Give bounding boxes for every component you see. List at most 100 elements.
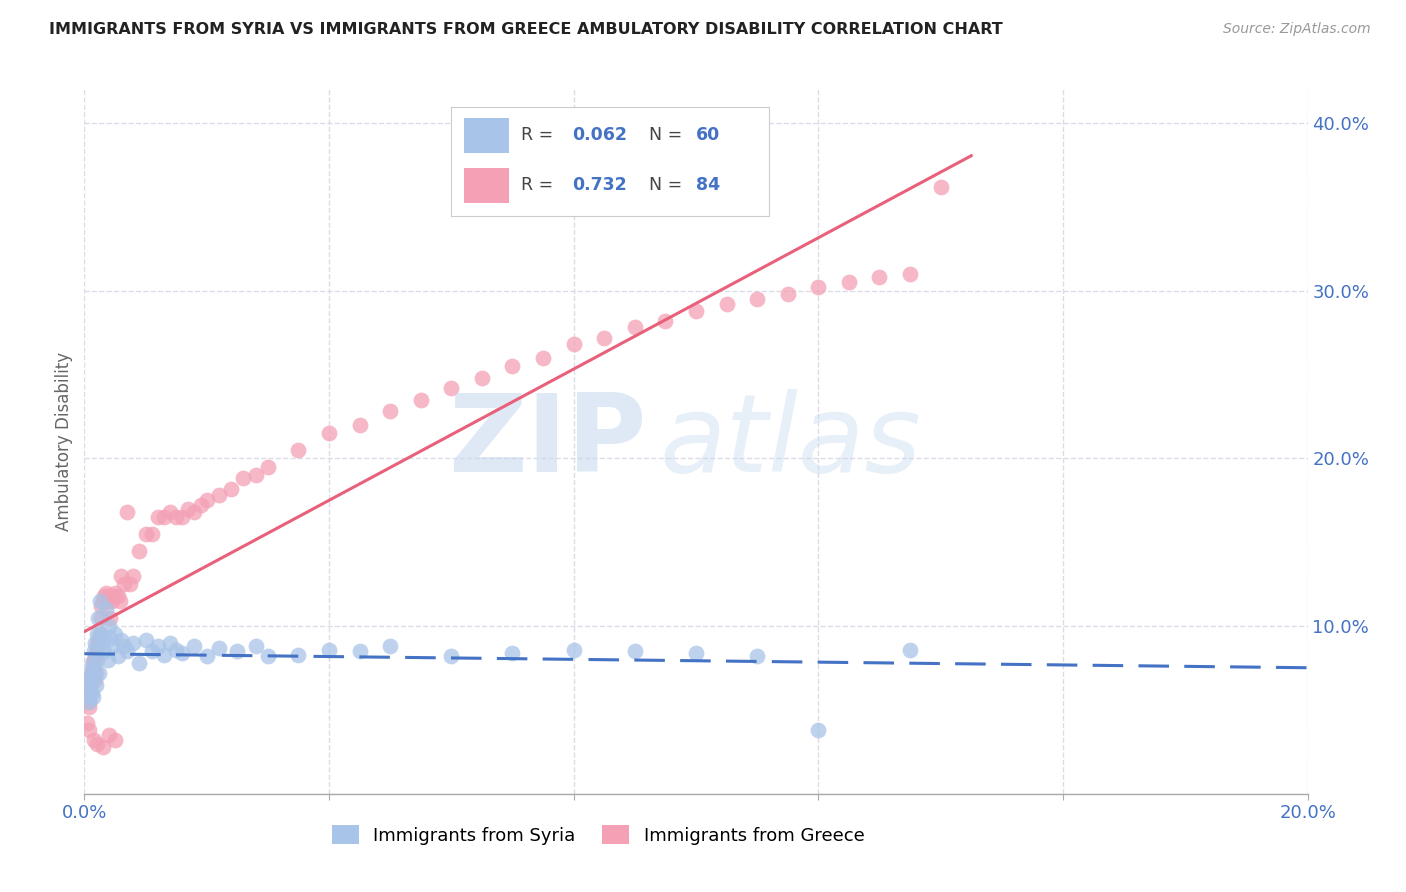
Point bbox=[318, 642, 340, 657]
Point bbox=[153, 510, 176, 524]
Point bbox=[654, 314, 676, 328]
Point bbox=[747, 649, 769, 664]
Point bbox=[183, 505, 205, 519]
Point bbox=[747, 292, 769, 306]
Point bbox=[97, 728, 120, 742]
Point bbox=[79, 686, 101, 700]
Point bbox=[471, 371, 494, 385]
Point bbox=[807, 723, 830, 738]
Point bbox=[122, 636, 145, 650]
Point bbox=[79, 678, 101, 692]
Point bbox=[77, 723, 100, 738]
Point bbox=[83, 649, 105, 664]
Point bbox=[86, 737, 108, 751]
Point bbox=[86, 644, 108, 658]
Point bbox=[531, 351, 554, 365]
Point bbox=[232, 471, 254, 485]
Point bbox=[77, 690, 100, 704]
Point bbox=[82, 661, 104, 675]
Point bbox=[77, 699, 100, 714]
Point bbox=[110, 568, 132, 582]
Point bbox=[98, 631, 121, 645]
Point bbox=[153, 648, 176, 662]
Point bbox=[83, 653, 105, 667]
Point bbox=[562, 642, 585, 657]
Point bbox=[128, 543, 150, 558]
Point bbox=[245, 468, 267, 483]
Point bbox=[87, 639, 110, 653]
Point bbox=[83, 733, 105, 747]
Point bbox=[318, 426, 340, 441]
Point bbox=[502, 646, 524, 660]
Point bbox=[108, 594, 131, 608]
Point bbox=[89, 627, 111, 641]
Point bbox=[82, 690, 104, 704]
Point bbox=[440, 381, 463, 395]
Point bbox=[141, 644, 163, 658]
Point bbox=[135, 526, 157, 541]
Point bbox=[195, 649, 218, 664]
Point bbox=[716, 297, 738, 311]
Point bbox=[93, 589, 115, 603]
Text: atlas: atlas bbox=[659, 389, 921, 494]
Point bbox=[84, 666, 107, 681]
Point bbox=[93, 644, 115, 658]
Point bbox=[219, 482, 242, 496]
Point bbox=[141, 526, 163, 541]
Point bbox=[776, 286, 799, 301]
Point bbox=[685, 646, 707, 660]
Point bbox=[82, 686, 104, 700]
Point bbox=[87, 632, 110, 647]
Point bbox=[87, 636, 110, 650]
Point bbox=[79, 678, 101, 692]
Point bbox=[86, 639, 108, 653]
Point bbox=[165, 510, 187, 524]
Point bbox=[91, 739, 114, 754]
Point bbox=[80, 656, 103, 670]
Point bbox=[77, 682, 100, 697]
Text: Source: ZipAtlas.com: Source: ZipAtlas.com bbox=[1223, 22, 1371, 37]
Point bbox=[94, 602, 117, 616]
Point bbox=[135, 632, 157, 647]
Point bbox=[101, 639, 124, 653]
Point bbox=[245, 639, 267, 653]
Point bbox=[90, 627, 112, 641]
Point bbox=[898, 267, 921, 281]
Point bbox=[165, 642, 187, 657]
Text: ZIP: ZIP bbox=[449, 389, 647, 494]
Point bbox=[97, 619, 120, 633]
Point bbox=[562, 337, 585, 351]
Point bbox=[226, 644, 249, 658]
Point bbox=[177, 501, 200, 516]
Point bbox=[257, 459, 280, 474]
Point bbox=[77, 690, 100, 704]
Point bbox=[380, 639, 402, 653]
Point bbox=[104, 627, 127, 641]
Point bbox=[91, 632, 114, 647]
Point bbox=[208, 640, 231, 655]
Point bbox=[84, 673, 107, 687]
Point bbox=[838, 275, 860, 289]
Point bbox=[76, 716, 98, 731]
Point bbox=[97, 589, 120, 603]
Point bbox=[104, 733, 127, 747]
Point bbox=[80, 669, 103, 683]
Point bbox=[84, 669, 107, 683]
Point bbox=[195, 493, 218, 508]
Point bbox=[159, 505, 181, 519]
Point bbox=[83, 661, 105, 675]
Point bbox=[87, 666, 110, 681]
Point bbox=[90, 611, 112, 625]
Point bbox=[380, 404, 402, 418]
Point bbox=[172, 646, 194, 660]
Point bbox=[287, 442, 309, 457]
Point bbox=[86, 653, 108, 667]
Point bbox=[76, 682, 98, 697]
Point bbox=[593, 330, 616, 344]
Point bbox=[287, 648, 309, 662]
Point bbox=[86, 627, 108, 641]
Point bbox=[159, 636, 181, 650]
Point bbox=[128, 656, 150, 670]
Point bbox=[440, 649, 463, 664]
Point bbox=[79, 666, 101, 681]
